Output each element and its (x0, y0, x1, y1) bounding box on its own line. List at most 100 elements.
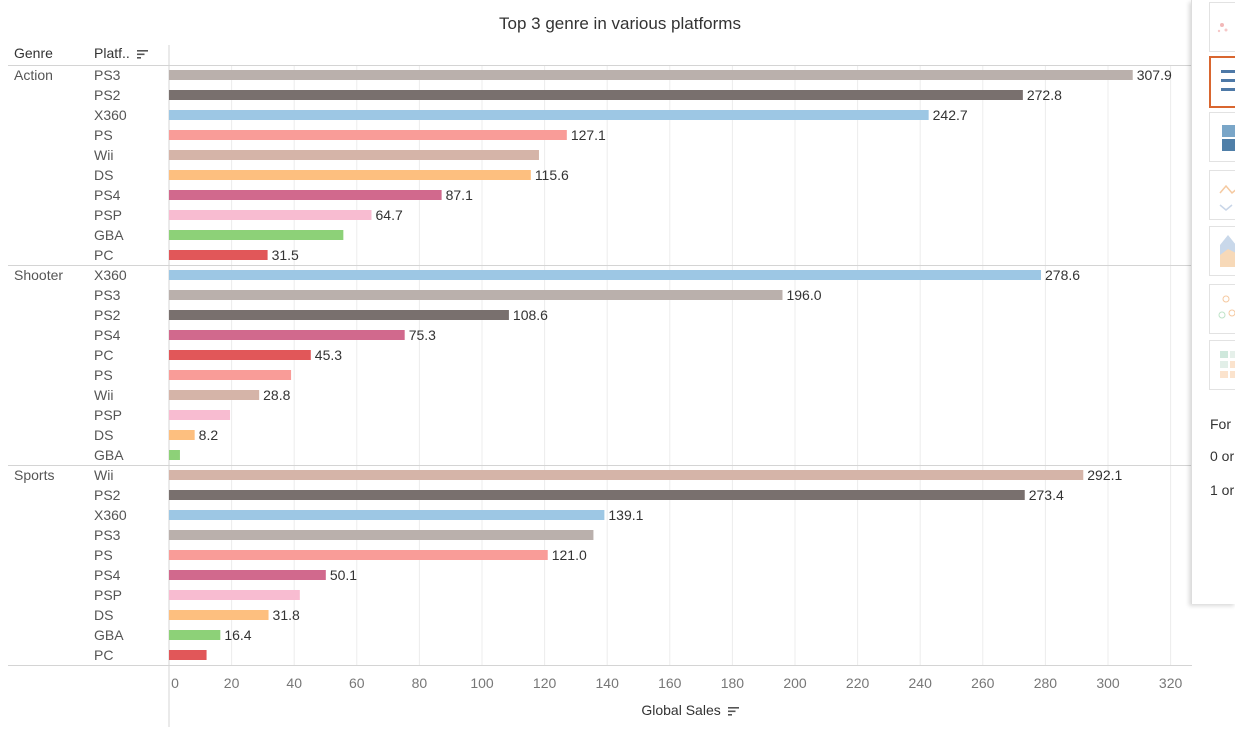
bar-shooter-wii (169, 390, 260, 400)
x-tick-label: 40 (286, 675, 302, 691)
sort-descending-icon[interactable] (136, 46, 148, 62)
platform-label: GBA (94, 447, 124, 463)
sort-descending-icon[interactable] (727, 703, 739, 719)
platform-label: Wii (94, 387, 113, 403)
genre-label: Shooter (14, 267, 63, 283)
x-tick-label: 240 (909, 675, 933, 691)
platform-label: DS (94, 167, 113, 183)
data-label: 31.5 (272, 247, 299, 263)
x-tick-label: 180 (721, 675, 745, 691)
bar-sports-ds (169, 610, 269, 620)
data-label: 50.1 (330, 567, 357, 583)
data-label: 8.2 (199, 427, 219, 443)
bar-sports-ps (169, 550, 548, 560)
platform-label: PS3 (94, 527, 121, 543)
platform-label: X360 (94, 507, 127, 523)
genre-label: Sports (14, 467, 54, 483)
data-label: 273.4 (1029, 487, 1064, 503)
data-label: 31.8 (273, 607, 300, 623)
data-label: 278.6 (1045, 267, 1080, 283)
genre-label: Action (14, 67, 53, 83)
bar-shooter-ds (169, 430, 195, 440)
panel-text-0-or: 0 or (1210, 448, 1235, 464)
x-tick-label: 0 (171, 675, 179, 691)
line-chart-option[interactable] (1209, 170, 1235, 220)
show-me-panel: For 0 or 1 or (1191, 0, 1235, 604)
bar-shooter-ps3 (169, 290, 783, 300)
map-chart-option[interactable] (1209, 2, 1235, 52)
data-label: 292.1 (1087, 467, 1122, 483)
data-label: 108.6 (513, 307, 548, 323)
platform-label: PS2 (94, 87, 121, 103)
scatter-plot-option[interactable] (1209, 284, 1235, 334)
platform-label: PSP (94, 587, 122, 603)
data-label: 121.0 (552, 547, 587, 563)
data-label: 45.3 (315, 347, 342, 363)
x-tick-label: 320 (1159, 675, 1183, 691)
data-label: 196.0 (786, 287, 821, 303)
highlight-table-option[interactable] (1209, 340, 1235, 390)
bar-sports-psp (169, 590, 300, 600)
x-tick-label: 160 (658, 675, 682, 691)
platform-column-header[interactable]: Platf.. (94, 45, 148, 62)
bar-action-ds (169, 170, 531, 180)
platform-label: X360 (94, 107, 127, 123)
data-label: 28.8 (263, 387, 290, 403)
panel-text-for: For (1210, 416, 1231, 432)
bar-action-ps (169, 130, 567, 140)
bar-shooter-ps4 (169, 330, 405, 340)
platform-header-label: Platf.. (94, 45, 130, 61)
chart-title: Top 3 genre in various platforms (499, 14, 741, 33)
platform-label: PC (94, 647, 113, 663)
platform-label: PS2 (94, 307, 121, 323)
data-label: 75.3 (409, 327, 436, 343)
x-axis-title-label: Global Sales (641, 702, 721, 718)
platform-label: X360 (94, 267, 127, 283)
x-tick-label: 20 (224, 675, 240, 691)
platform-label: PC (94, 347, 113, 363)
data-label: 64.7 (376, 207, 403, 223)
x-tick-label: 200 (783, 675, 807, 691)
platform-label: PS4 (94, 327, 121, 343)
bar-action-ps4 (169, 190, 442, 200)
platform-label: Wii (94, 147, 113, 163)
bar-sports-ps2 (169, 490, 1025, 500)
data-label: 87.1 (446, 187, 473, 203)
data-label: 139.1 (608, 507, 643, 523)
x-tick-label: 140 (596, 675, 620, 691)
x-tick-label: 280 (1034, 675, 1058, 691)
platform-label: PS4 (94, 187, 121, 203)
data-label: 127.1 (571, 127, 606, 143)
stacked-bars-option[interactable] (1209, 112, 1235, 162)
platform-label: PSP (94, 207, 122, 223)
platform-label: PS (94, 547, 113, 563)
bar-action-psp (169, 210, 372, 220)
data-label: 307.9 (1137, 67, 1172, 83)
platform-label: PS2 (94, 487, 121, 503)
bar-action-gba (169, 230, 344, 240)
data-label: 16.4 (224, 627, 251, 643)
area-chart-option[interactable] (1209, 226, 1235, 276)
platform-label: PS4 (94, 567, 121, 583)
bar-sports-ps3 (169, 530, 594, 540)
platform-label: GBA (94, 627, 124, 643)
bar-sports-x360 (169, 510, 605, 520)
platform-label: PS3 (94, 287, 121, 303)
platform-label: DS (94, 427, 113, 443)
bar-shooter-x360 (169, 270, 1042, 280)
x-tick-label: 220 (846, 675, 870, 691)
x-axis-title[interactable]: Global Sales (600, 702, 780, 719)
platform-label: PSP (94, 407, 122, 423)
x-tick-label: 120 (533, 675, 557, 691)
bar-chart: Action PS3 307.9 PS2 272.8 X360 242.7 PS 127.1 Wi… (8, 45, 1192, 727)
x-tick-label: 60 (349, 675, 365, 691)
platform-label: DS (94, 607, 113, 623)
genre-column-header[interactable]: Genre (14, 45, 53, 61)
bar-sports-pc (169, 650, 207, 660)
data-label: 242.7 (933, 107, 968, 123)
platform-label: PS (94, 127, 113, 143)
bar-sports-ps4 (169, 570, 326, 580)
bar-action-wii (169, 150, 539, 160)
x-tick-label: 80 (412, 675, 428, 691)
horizontal-bars-option[interactable] (1209, 56, 1235, 108)
